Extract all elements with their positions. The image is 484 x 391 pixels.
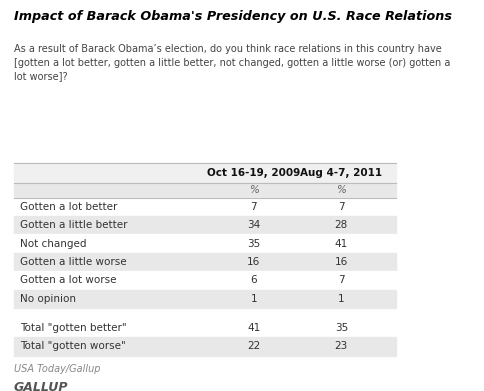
Text: GALLUP: GALLUP bbox=[14, 381, 68, 391]
Bar bbox=[14, 337, 396, 355]
Bar bbox=[14, 183, 396, 197]
Bar bbox=[14, 319, 396, 337]
Bar bbox=[14, 197, 396, 216]
Text: No opinion: No opinion bbox=[20, 294, 76, 304]
Text: 28: 28 bbox=[334, 220, 348, 230]
Text: Total "gotten better": Total "gotten better" bbox=[20, 323, 126, 333]
Bar bbox=[14, 234, 396, 253]
Text: Oct 16-19, 2009: Oct 16-19, 2009 bbox=[207, 168, 301, 178]
Text: Gotten a little worse: Gotten a little worse bbox=[20, 257, 126, 267]
Bar bbox=[14, 216, 396, 234]
Text: Gotten a little better: Gotten a little better bbox=[20, 220, 127, 230]
Text: 16: 16 bbox=[334, 257, 348, 267]
Text: 7: 7 bbox=[250, 202, 257, 212]
Bar bbox=[14, 271, 396, 290]
Text: 35: 35 bbox=[247, 239, 260, 249]
Text: Gotten a lot better: Gotten a lot better bbox=[20, 202, 117, 212]
Text: Not changed: Not changed bbox=[20, 239, 86, 249]
Text: Gotten a lot worse: Gotten a lot worse bbox=[20, 275, 116, 285]
Text: 34: 34 bbox=[247, 220, 260, 230]
Text: %: % bbox=[336, 185, 346, 195]
Text: 23: 23 bbox=[334, 341, 348, 352]
Text: 41: 41 bbox=[247, 323, 260, 333]
Text: 22: 22 bbox=[247, 341, 260, 352]
Text: 1: 1 bbox=[250, 294, 257, 304]
Text: Impact of Barack Obama's Presidency on U.S. Race Relations: Impact of Barack Obama's Presidency on U… bbox=[14, 10, 452, 23]
Text: Aug 4-7, 2011: Aug 4-7, 2011 bbox=[300, 168, 382, 178]
Text: 6: 6 bbox=[250, 275, 257, 285]
Text: %: % bbox=[249, 185, 259, 195]
Text: USA Today/Gallup: USA Today/Gallup bbox=[14, 364, 100, 374]
Bar bbox=[14, 253, 396, 271]
Text: 35: 35 bbox=[334, 323, 348, 333]
Bar bbox=[14, 290, 396, 308]
Text: 7: 7 bbox=[338, 275, 345, 285]
Text: 1: 1 bbox=[338, 294, 345, 304]
Bar bbox=[14, 163, 396, 183]
Text: As a result of Barack Obama’s election, do you think race relations in this coun: As a result of Barack Obama’s election, … bbox=[14, 44, 450, 81]
Text: Total "gotten worse": Total "gotten worse" bbox=[20, 341, 125, 352]
Text: 7: 7 bbox=[338, 202, 345, 212]
Text: 16: 16 bbox=[247, 257, 260, 267]
Text: 41: 41 bbox=[334, 239, 348, 249]
